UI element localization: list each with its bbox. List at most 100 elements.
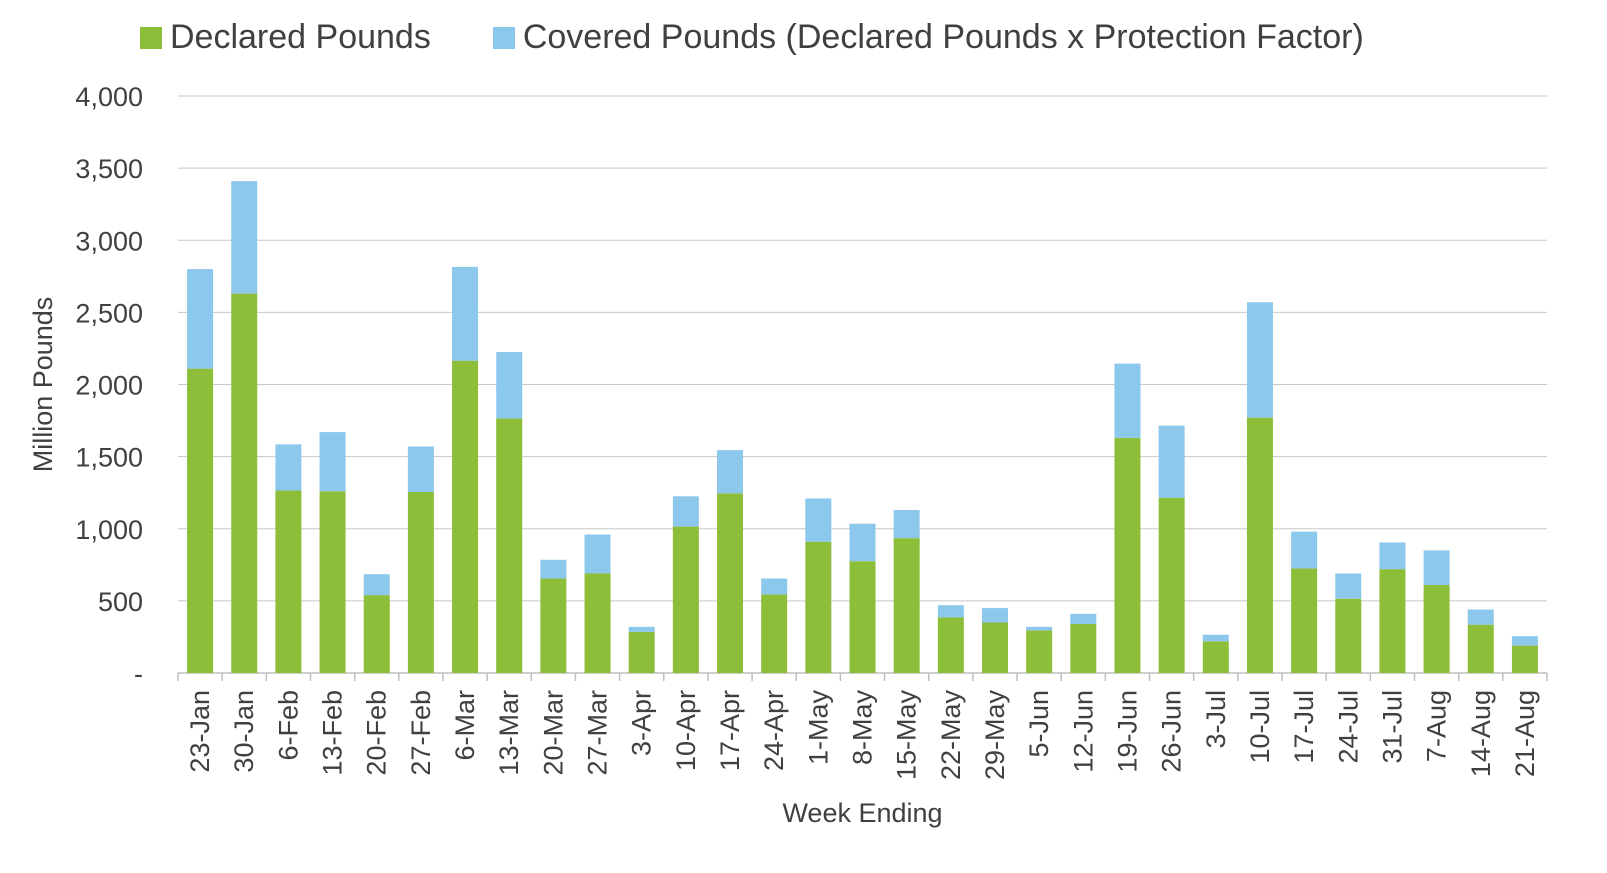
x-category-label: 8-May xyxy=(848,690,878,766)
bar-declared-pounds xyxy=(452,360,479,673)
bar-declared-pounds xyxy=(1467,624,1494,673)
x-category-label: 20-Feb xyxy=(362,690,392,776)
bar-covered-pounds xyxy=(849,523,876,562)
bar-covered-pounds xyxy=(628,626,655,632)
bar-declared-pounds xyxy=(1511,645,1538,673)
bar-covered-pounds xyxy=(1379,542,1406,570)
bar-declared-pounds xyxy=(363,595,390,673)
bar-covered-pounds xyxy=(496,352,523,419)
bar-declared-pounds xyxy=(1379,569,1406,673)
bar-declared-pounds xyxy=(1423,585,1450,673)
x-category-label: 10-Jul xyxy=(1245,690,1275,764)
x-category-label: 3-Apr xyxy=(627,690,657,756)
bar-declared-pounds xyxy=(407,491,434,673)
bar-covered-pounds xyxy=(1158,425,1185,498)
bar-covered-pounds xyxy=(540,559,567,579)
x-category-label: 14-Aug xyxy=(1466,690,1496,777)
bar-covered-pounds xyxy=(1114,363,1141,438)
legend-item-declared: Declared Pounds xyxy=(140,18,431,57)
bar-covered-pounds xyxy=(805,498,832,542)
bar-covered-pounds xyxy=(981,608,1008,623)
bar-covered-pounds xyxy=(1246,302,1273,418)
y-tick-label: 500 xyxy=(98,587,143,617)
bar-covered-pounds xyxy=(717,450,744,494)
y-tick-label: 3,500 xyxy=(75,154,143,184)
bar-declared-pounds xyxy=(761,594,788,673)
bar-covered-pounds xyxy=(672,496,699,527)
y-tick-label: 1,000 xyxy=(75,515,143,545)
legend-item-covered: Covered Pounds (Declared Pounds x Protec… xyxy=(492,18,1364,57)
bar-declared-pounds xyxy=(1026,630,1053,673)
bar-declared-pounds xyxy=(1158,497,1185,673)
y-axis-title: Million Pounds xyxy=(28,297,58,473)
bar-covered-pounds xyxy=(187,269,214,369)
bar-declared-pounds xyxy=(1114,437,1141,673)
bar-declared-pounds xyxy=(319,491,346,673)
x-category-label: 7-Aug xyxy=(1422,690,1452,762)
x-category-label: 21-Aug xyxy=(1510,690,1540,777)
x-category-label: 30-Jan xyxy=(229,690,259,773)
x-category-label: 22-May xyxy=(936,690,966,781)
x-category-label: 3-Jul xyxy=(1201,690,1231,749)
x-category-label: 20-Mar xyxy=(538,690,568,776)
bar-covered-pounds xyxy=(1070,613,1097,624)
bar-covered-pounds xyxy=(761,578,788,595)
x-category-label: 13-Feb xyxy=(318,690,348,776)
bar-declared-pounds xyxy=(628,631,655,673)
x-category-label: 17-Apr xyxy=(715,690,745,771)
y-tick-label: 2,500 xyxy=(75,298,143,328)
bar-declared-pounds xyxy=(717,493,744,673)
bar-covered-pounds xyxy=(584,534,611,574)
x-category-label: 27-Mar xyxy=(583,690,613,776)
bar-covered-pounds xyxy=(319,432,346,492)
x-category-label: 24-Apr xyxy=(759,690,789,771)
x-category-label: 17-Jul xyxy=(1289,690,1319,764)
x-category-label: 26-Jun xyxy=(1157,690,1187,773)
x-category-label: 19-Jun xyxy=(1112,690,1142,773)
x-category-label: 15-May xyxy=(892,690,922,781)
bar-covered-pounds xyxy=(452,266,479,361)
bar-declared-pounds xyxy=(893,538,920,673)
bar-declared-pounds xyxy=(1291,568,1318,673)
x-category-label: 27-Feb xyxy=(406,690,436,776)
bar-covered-pounds xyxy=(1423,550,1450,586)
bar-declared-pounds xyxy=(496,418,523,673)
x-category-label: 6-Mar xyxy=(450,690,480,761)
bar-covered-pounds xyxy=(363,574,390,596)
bar-declared-pounds xyxy=(805,541,832,673)
bar-declared-pounds xyxy=(540,578,567,673)
bar-covered-pounds xyxy=(1202,634,1229,642)
x-category-label: 6-Feb xyxy=(273,690,303,761)
y-tick-label: 3,000 xyxy=(75,226,143,256)
bar-covered-pounds xyxy=(1511,636,1538,646)
bar-declared-pounds xyxy=(275,490,302,673)
bar-covered-pounds xyxy=(1026,626,1053,631)
bar-covered-pounds xyxy=(1335,573,1362,599)
bar-covered-pounds xyxy=(231,181,258,294)
bar-declared-pounds xyxy=(672,526,699,673)
bar-covered-pounds xyxy=(937,605,964,618)
y-tick-label: 2,000 xyxy=(75,371,143,401)
y-tick-label: - xyxy=(134,659,143,689)
bar-covered-pounds xyxy=(1467,609,1494,625)
y-tick-label: 1,500 xyxy=(75,443,143,473)
bar-declared-pounds xyxy=(849,561,876,673)
x-category-label: 23-Jan xyxy=(185,690,215,773)
legend-label-covered: Covered Pounds (Declared Pounds x Protec… xyxy=(522,18,1364,56)
bar-declared-pounds xyxy=(187,368,214,673)
legend-label-declared: Declared Pounds xyxy=(170,18,431,56)
legend-swatch-declared xyxy=(140,26,162,49)
x-category-label: 13-Mar xyxy=(494,690,524,776)
bar-declared-pounds xyxy=(584,573,611,673)
y-tick-label: 4,000 xyxy=(75,82,143,112)
bar-declared-pounds xyxy=(1070,623,1097,673)
x-axis-title: Week Ending xyxy=(782,798,942,828)
bar-declared-pounds xyxy=(1246,417,1273,673)
bar-declared-pounds xyxy=(1335,598,1362,673)
bar-covered-pounds xyxy=(1291,531,1318,569)
x-category-label: 12-Jun xyxy=(1068,690,1098,773)
x-category-label: 5-Jun xyxy=(1024,690,1054,758)
bar-declared-pounds xyxy=(981,622,1008,673)
